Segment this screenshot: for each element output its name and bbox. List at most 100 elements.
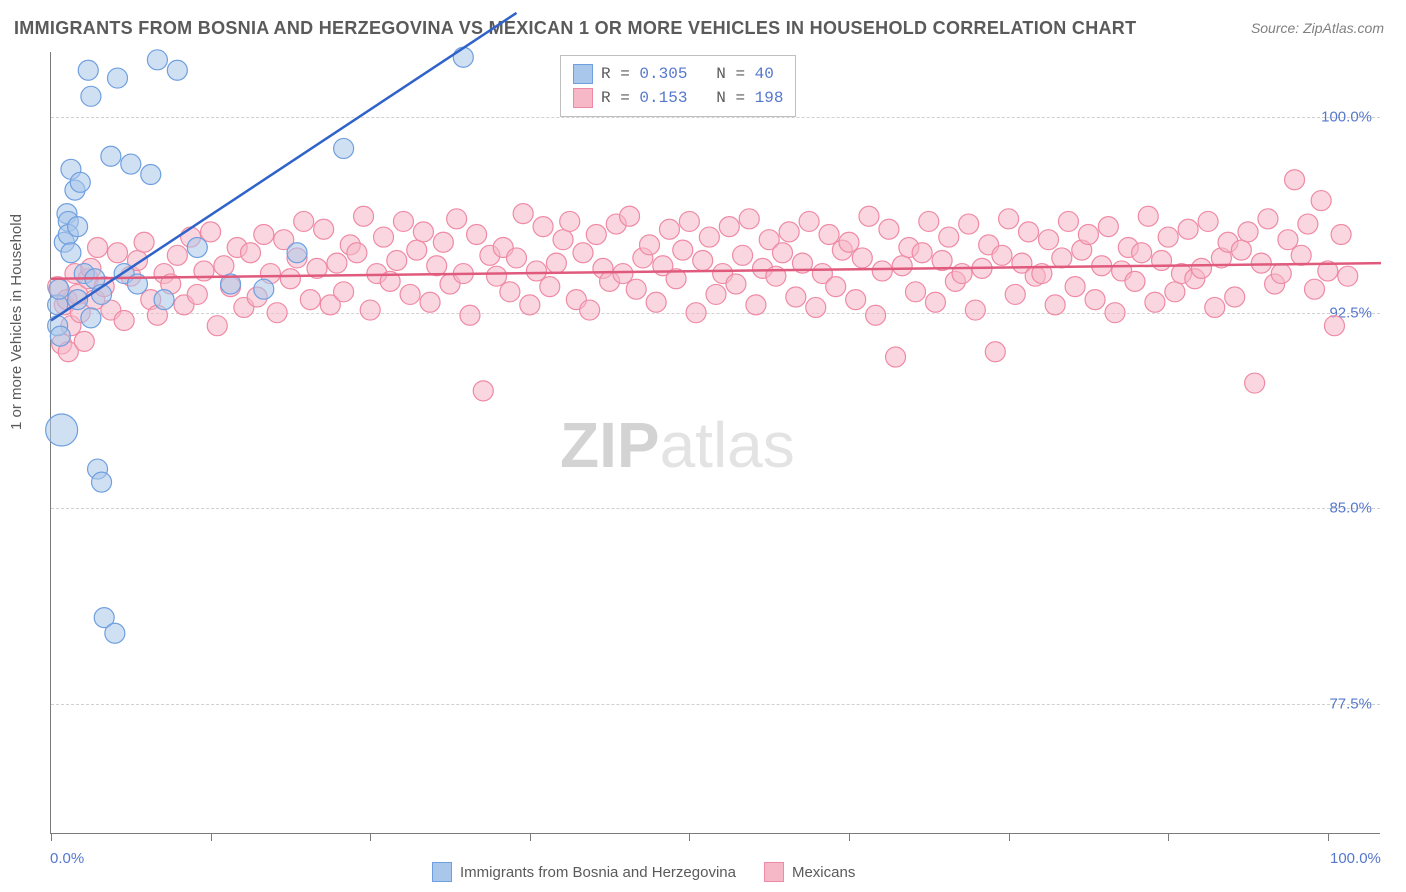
data-point: [819, 224, 839, 244]
legend-label: Immigrants from Bosnia and Herzegovina: [460, 864, 736, 881]
data-point: [1331, 224, 1351, 244]
data-point: [626, 279, 646, 299]
data-point: [70, 172, 90, 192]
legend-item: Immigrants from Bosnia and Herzegovina: [432, 862, 736, 882]
data-point: [1291, 245, 1311, 265]
data-point: [407, 240, 427, 260]
data-point: [207, 316, 227, 336]
data-point: [673, 240, 693, 260]
data-point: [852, 248, 872, 268]
data-point: [374, 227, 394, 247]
data-point: [1271, 264, 1291, 284]
data-point: [400, 284, 420, 304]
data-point: [88, 238, 108, 258]
data-point: [147, 50, 167, 70]
data-point: [68, 217, 88, 237]
data-point: [746, 295, 766, 315]
data-point: [739, 209, 759, 229]
data-point: [892, 256, 912, 276]
data-point: [1245, 373, 1265, 393]
data-point: [167, 245, 187, 265]
data-point: [1065, 277, 1085, 297]
data-point: [334, 138, 354, 158]
data-point: [327, 253, 347, 273]
legend-swatch: [764, 862, 784, 882]
data-point: [826, 277, 846, 297]
data-point: [347, 243, 367, 263]
data-point: [154, 290, 174, 310]
data-point: [420, 292, 440, 312]
data-point: [520, 295, 540, 315]
x-tick-label: 0.0%: [50, 850, 84, 867]
data-point: [1238, 222, 1258, 242]
data-point: [686, 303, 706, 323]
data-point: [620, 206, 640, 226]
data-point: [546, 253, 566, 273]
data-point: [187, 284, 207, 304]
data-point: [1138, 206, 1158, 226]
data-point: [108, 68, 128, 88]
x-tick-mark: [530, 833, 531, 841]
data-point: [360, 300, 380, 320]
stat-legend-text: R = 0.153 N = 198: [601, 86, 783, 110]
data-point: [526, 261, 546, 281]
data-point: [487, 266, 507, 286]
data-point: [507, 248, 527, 268]
data-point: [613, 264, 633, 284]
data-point: [433, 232, 453, 252]
data-point: [314, 219, 334, 239]
source-label: Source: ZipAtlas.com: [1251, 20, 1384, 36]
data-point: [46, 414, 78, 446]
data-point: [141, 165, 161, 185]
legend-swatch: [432, 862, 452, 882]
data-point: [1132, 243, 1152, 263]
data-point: [1324, 316, 1344, 336]
data-point: [1305, 279, 1325, 299]
data-point: [533, 217, 553, 237]
data-point: [214, 256, 234, 276]
data-point: [1005, 284, 1025, 304]
stat-legend-row: R = 0.153 N = 198: [573, 86, 783, 110]
data-point: [1338, 266, 1358, 286]
data-point: [1258, 209, 1278, 229]
data-point: [965, 300, 985, 320]
data-point: [786, 287, 806, 307]
data-point: [187, 238, 207, 258]
data-point: [334, 282, 354, 302]
data-point: [939, 227, 959, 247]
legend-label: Mexicans: [792, 864, 855, 881]
data-point: [999, 209, 1019, 229]
data-point: [393, 211, 413, 231]
data-point: [886, 347, 906, 367]
data-point: [839, 232, 859, 252]
data-point: [254, 224, 274, 244]
data-point: [108, 243, 128, 263]
data-point: [912, 243, 932, 263]
data-point: [659, 219, 679, 239]
stat-legend-row: R = 0.305 N = 40: [573, 62, 783, 86]
data-point: [1125, 271, 1145, 291]
data-point: [500, 282, 520, 302]
data-point: [267, 303, 287, 323]
data-point: [1058, 211, 1078, 231]
data-point: [1158, 227, 1178, 247]
data-point: [287, 243, 307, 263]
x-tick-mark: [849, 833, 850, 841]
data-point: [467, 224, 487, 244]
data-point: [105, 623, 125, 643]
bottom-legend: Immigrants from Bosnia and Herzegovina Me…: [432, 862, 855, 882]
data-point: [453, 47, 473, 67]
data-point: [952, 264, 972, 284]
x-tick-mark: [689, 833, 690, 841]
data-point: [1205, 297, 1225, 317]
data-point: [866, 305, 886, 325]
x-tick-mark: [211, 833, 212, 841]
data-point: [1311, 191, 1331, 211]
data-point: [646, 292, 666, 312]
data-point: [1078, 224, 1098, 244]
data-point: [1198, 211, 1218, 231]
chart-plot-area: 100.0%92.5%85.0%77.5%: [50, 52, 1380, 834]
data-point: [114, 310, 134, 330]
legend-swatch: [573, 64, 593, 84]
data-point: [473, 381, 493, 401]
